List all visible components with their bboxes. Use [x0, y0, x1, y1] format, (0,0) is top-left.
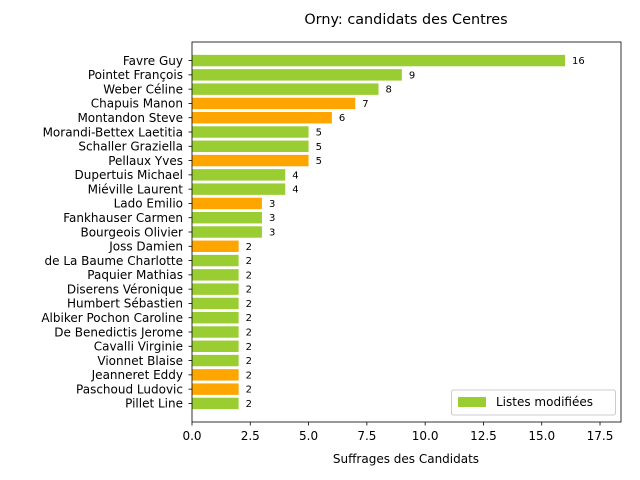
y-tick-label: Bourgeois Olivier	[80, 225, 183, 239]
y-tick-label: Vionnet Blaise	[97, 354, 183, 368]
bar	[192, 254, 239, 267]
bar-value-label: 2	[246, 270, 252, 281]
x-tick-label: 7.5	[357, 429, 376, 443]
y-tick-label: de La Baume Charlotte	[45, 254, 184, 268]
bar-value-label: 2	[246, 313, 252, 324]
bar-value-label: 3	[269, 213, 275, 224]
bar	[192, 312, 239, 324]
bar	[192, 226, 262, 238]
y-tick-label: Paschoud Ludovic	[76, 382, 183, 396]
bar-value-label: 2	[246, 328, 252, 339]
plot-frame	[191, 41, 622, 423]
bar	[192, 54, 566, 67]
y-tick-label: Chapuis Manon	[91, 97, 183, 111]
bar	[192, 383, 239, 395]
chart-title: Orny: candidats des Centres	[304, 12, 507, 28]
y-tick-label: Pillet Line	[125, 397, 183, 411]
y-tick-label: Joss Damien	[108, 240, 183, 254]
bar-value-label: 9	[409, 70, 415, 81]
bar-value-label: 5	[316, 156, 322, 167]
bar-value-label: 4	[292, 170, 298, 181]
y-tick-label: Pointet François	[88, 68, 183, 82]
bar	[192, 83, 379, 95]
bar	[192, 269, 239, 281]
y-tick-label: Morandi-Bettex Laetitia	[43, 125, 183, 139]
y-tick-label: Albiker Pochon Caroline	[41, 311, 183, 325]
bar-value-label: 16	[572, 56, 585, 67]
y-tick-label: Montandon Steve	[77, 111, 183, 125]
bar	[192, 297, 239, 310]
x-tick-label: 0.0	[182, 429, 201, 443]
bar-value-label: 2	[246, 299, 252, 310]
y-tick-label: Pellaux Yves	[108, 154, 183, 168]
bar	[192, 369, 239, 381]
bar	[192, 197, 262, 210]
y-tick-label: Paquier Mathias	[87, 268, 183, 282]
bar	[192, 183, 286, 195]
bar	[192, 97, 356, 110]
bar	[192, 397, 239, 410]
bar	[192, 112, 332, 124]
x-tick-label: 12.5	[470, 429, 497, 443]
bar-value-label: 2	[246, 370, 252, 381]
bar-value-label: 2	[246, 285, 252, 296]
bar-value-label: 2	[246, 399, 252, 410]
bar-value-label: 2	[246, 356, 252, 367]
x-tick-label: 10.0	[412, 429, 439, 443]
bar-value-label: 3	[269, 199, 275, 210]
bar-value-label: 2	[246, 342, 252, 353]
bar	[192, 140, 309, 152]
y-tick-label: Dupertuis Michael	[75, 168, 183, 182]
bar	[192, 154, 309, 167]
y-tick-label: Weber Céline	[103, 82, 183, 96]
y-tick-label: Diserens Véronique	[67, 282, 183, 296]
x-tick-label: 15.0	[528, 429, 555, 443]
bar-value-label: 2	[246, 242, 252, 253]
legend: Listes modifiées	[451, 389, 616, 416]
bar-value-label: 5	[316, 128, 322, 139]
y-tick-label: Miéville Laurent	[88, 182, 184, 196]
bar	[192, 212, 262, 224]
bar-value-label: 2	[246, 385, 252, 396]
bar-value-label: 5	[316, 142, 322, 153]
bar	[192, 126, 309, 138]
bar	[192, 69, 402, 81]
bars-layer: 16 Favre Guy 9 Pointet François 8 Weber Célin…	[41, 54, 584, 411]
y-tick-label: Cavalli Virginie	[94, 340, 183, 354]
x-tick-label: 5.0	[299, 429, 318, 443]
bar-value-label: 7	[362, 99, 368, 110]
bar	[192, 326, 239, 338]
y-tick-label: Fankhauser Carmen	[63, 211, 183, 225]
bar	[192, 340, 239, 352]
bar	[192, 240, 239, 252]
x-tick-label: 2.5	[241, 429, 260, 443]
x-axis-label: Suffrages des Candidats	[333, 452, 479, 466]
legend-label: Listes modifiées	[496, 395, 593, 409]
axes-layer: 0.0 2.5 5.0 7.5 10.0 12.5 15.0 17.5	[182, 41, 622, 443]
legend-box	[451, 389, 616, 416]
x-tick-label: 17.5	[587, 429, 614, 443]
bar-value-label: 3	[269, 228, 275, 239]
y-tick-label: Lado Emilio	[114, 197, 183, 211]
y-tick-label: Humbert Sébastien	[67, 297, 183, 311]
legend-swatch	[458, 397, 486, 407]
bar-value-label: 6	[339, 113, 345, 124]
y-tick-label: Jeanneret Eddy	[91, 368, 183, 382]
bar	[192, 354, 239, 367]
bar-value-label: 8	[386, 85, 392, 96]
bar-value-label: 2	[246, 256, 252, 267]
y-tick-label: De Benedictis Jerome	[54, 325, 183, 339]
bar-value-label: 4	[292, 185, 298, 196]
y-tick-label: Schaller Graziella	[78, 140, 183, 154]
bar	[192, 169, 286, 181]
bar	[192, 283, 239, 295]
y-tick-label: Favre Guy	[123, 54, 183, 68]
